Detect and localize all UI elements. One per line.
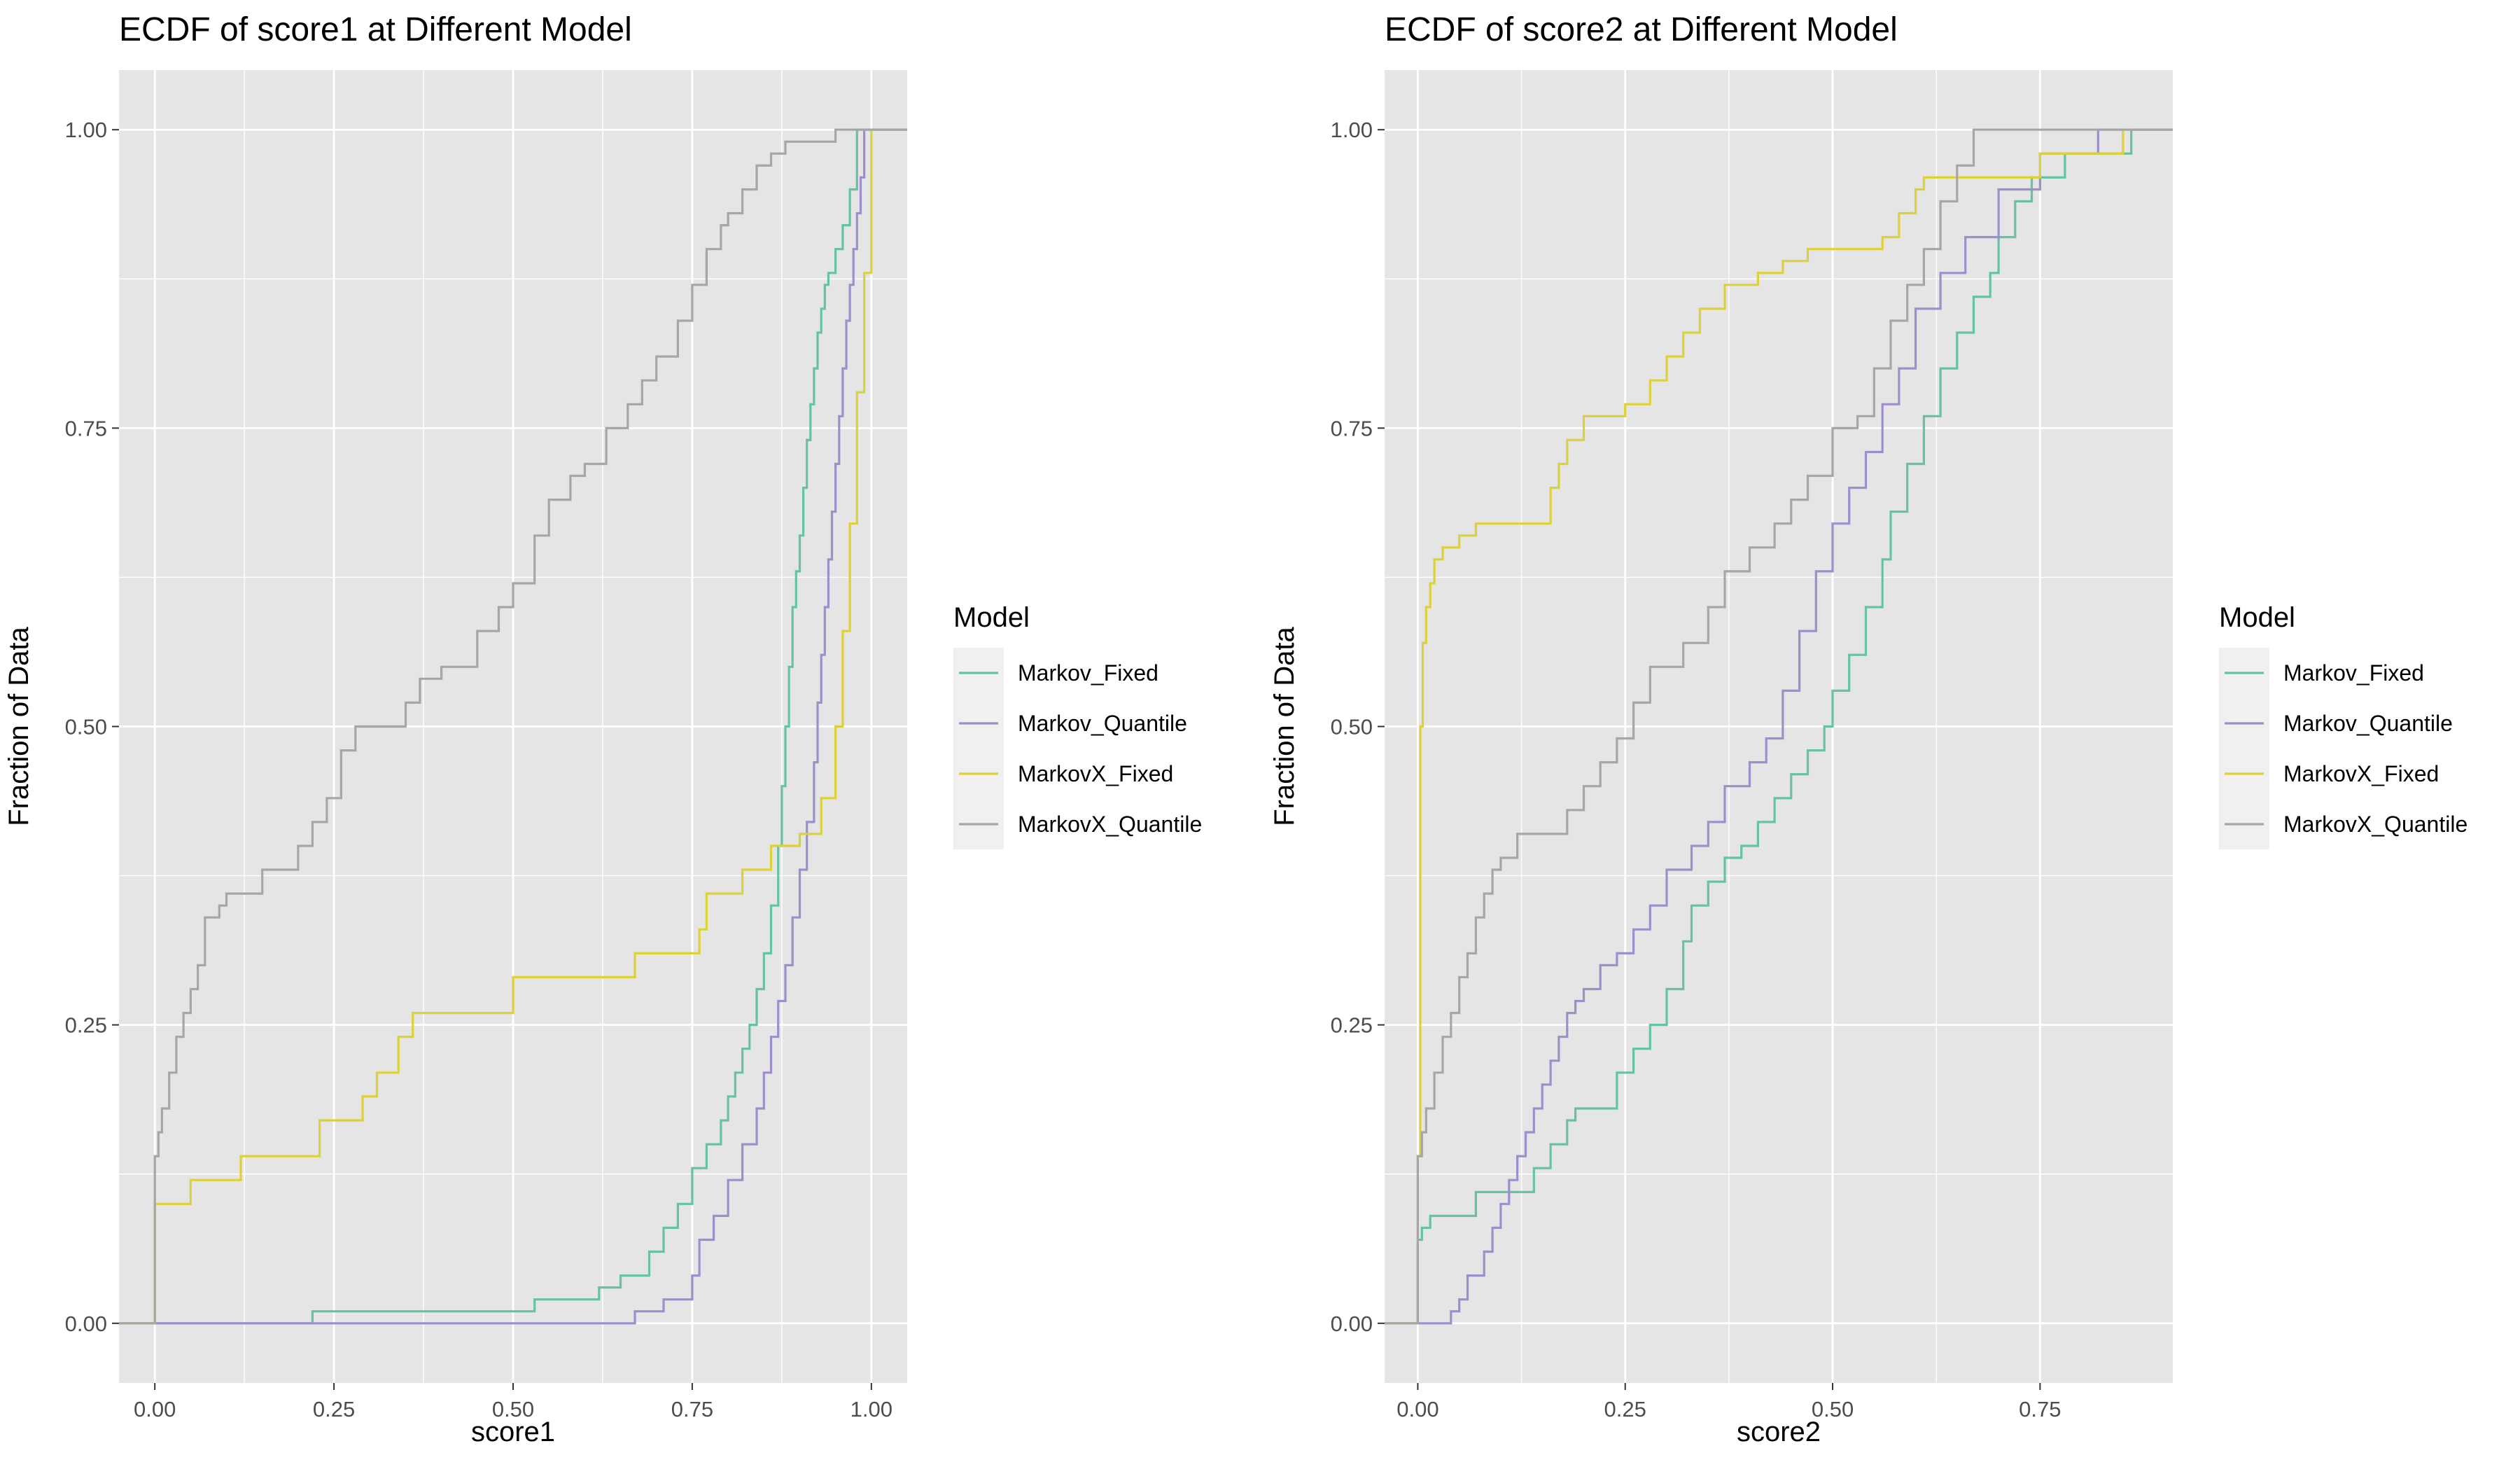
x-tick-label: 0.25: [1604, 1397, 1646, 1421]
y-tick-label: 0.00: [65, 1312, 107, 1336]
series-line-markov-quantile: [1385, 128, 2173, 1325]
y-axis-label: Fraction of Data: [4, 626, 34, 826]
x-tick-label: 0.25: [313, 1397, 355, 1421]
series-line-markov-fixed: [1385, 128, 2173, 1325]
x-axis-label: score1: [471, 1417, 555, 1447]
legend-label: Markov_Fixed: [1018, 660, 1158, 686]
series-line-markovx-fixed: [119, 128, 907, 1325]
legend-title: Model: [2219, 602, 2295, 633]
series-line-markovx-fixed: [1385, 128, 2173, 1325]
y-tick-label: 0.50: [1331, 715, 1373, 739]
x-axis-label: score2: [1737, 1417, 1821, 1447]
series-line-markovx-quantile: [119, 128, 907, 1325]
legend-label: Markov_Fixed: [2283, 660, 2424, 686]
y-tick-label: 0.50: [65, 715, 107, 739]
series-line-markov-quantile: [119, 128, 907, 1325]
x-tick-label: 0.50: [1812, 1397, 1854, 1421]
series-line-markovx-quantile: [1385, 128, 2173, 1325]
legend-label: Markov_Quantile: [1018, 711, 1187, 736]
y-axis-label: Fraction of Data: [1269, 626, 1300, 826]
chart-title: ECDF of score1 at Different Model: [119, 11, 632, 48]
y-tick-label: 1.00: [1331, 118, 1373, 142]
y-tick-label: 0.25: [1331, 1013, 1373, 1038]
legend-title: Model: [953, 602, 1030, 633]
x-tick-label: 0.00: [1396, 1397, 1438, 1421]
chart-title: ECDF of score2 at Different Model: [1385, 11, 1898, 48]
x-tick-label: 0.50: [492, 1397, 534, 1421]
legend-label: Markov_Quantile: [2283, 711, 2453, 736]
legend-label: MarkovX_Quantile: [1018, 812, 1202, 837]
x-tick-label: 1.00: [850, 1397, 892, 1421]
y-tick-label: 0.75: [1331, 416, 1373, 440]
y-tick-label: 0.00: [1331, 1312, 1373, 1336]
legend-label: MarkovX_Fixed: [1018, 761, 1173, 786]
legend-label: MarkovX_Quantile: [2283, 812, 2468, 837]
chart-panel-2: 0.00 0.25 0.50 0.75 0.00 0.25 0.50 0.75 1.00 ECDF…: [1269, 11, 2468, 1447]
chart-panel-1: 0.00 0.25 0.50 0.75 1.00 0.00 0.25 0.50 0.75 1.00…: [4, 11, 1202, 1447]
legend: Model Markov_Fixed Markov_Quantile MarkovX_…: [2219, 602, 2468, 849]
x-tick-label: 0.00: [134, 1397, 176, 1421]
y-tick-label: 0.75: [65, 416, 107, 440]
y-tick-label: 0.25: [65, 1013, 107, 1038]
x-tick-label: 0.75: [671, 1397, 713, 1421]
y-tick-label: 1.00: [65, 118, 107, 142]
legend: Model Markov_Fixed Markov_Quantile MarkovX_…: [953, 602, 1202, 849]
x-tick-label: 0.75: [2019, 1397, 2061, 1421]
legend-label: MarkovX_Fixed: [2283, 761, 2439, 786]
